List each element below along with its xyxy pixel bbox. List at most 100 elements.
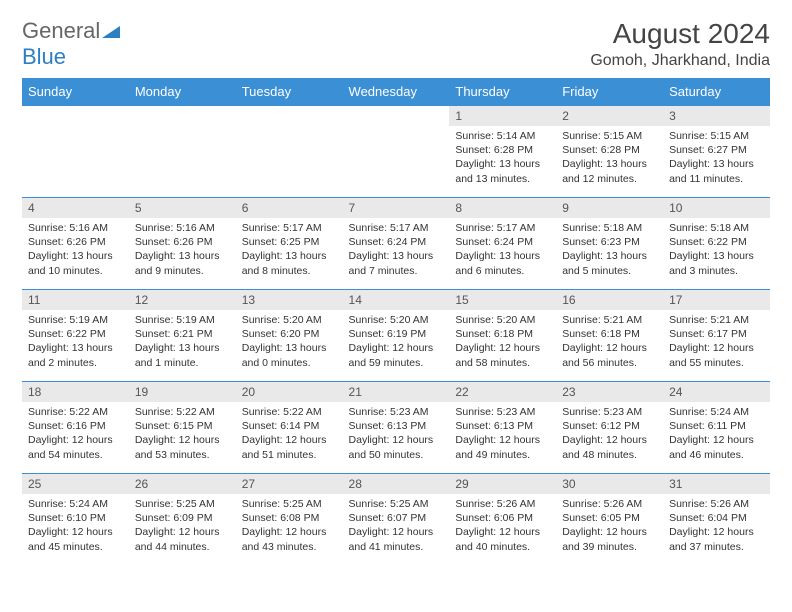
calendar-week-row: 25Sunrise: 5:24 AMSunset: 6:10 PMDayligh… — [22, 474, 770, 566]
day-details: Sunrise: 5:25 AMSunset: 6:08 PMDaylight:… — [236, 494, 343, 558]
day-dl: Daylight: 12 hours and 41 minutes. — [349, 525, 444, 553]
day-details: Sunrise: 5:25 AMSunset: 6:07 PMDaylight:… — [343, 494, 450, 558]
calendar-day-cell: 22Sunrise: 5:23 AMSunset: 6:13 PMDayligh… — [449, 382, 556, 474]
logo: GeneralBlue — [22, 18, 120, 70]
day-number: 8 — [449, 198, 556, 218]
day-number: 25 — [22, 474, 129, 494]
day-details: Sunrise: 5:19 AMSunset: 6:22 PMDaylight:… — [22, 310, 129, 374]
day-details: Sunrise: 5:16 AMSunset: 6:26 PMDaylight:… — [129, 218, 236, 282]
day-dl: Daylight: 13 hours and 2 minutes. — [28, 341, 123, 369]
day-details: Sunrise: 5:25 AMSunset: 6:09 PMDaylight:… — [129, 494, 236, 558]
day-sr: Sunrise: 5:20 AM — [349, 313, 444, 327]
day-sr: Sunrise: 5:19 AM — [28, 313, 123, 327]
day-ss: Sunset: 6:14 PM — [242, 419, 337, 433]
day-details: Sunrise: 5:23 AMSunset: 6:13 PMDaylight:… — [449, 402, 556, 466]
calendar-day-cell: 7Sunrise: 5:17 AMSunset: 6:24 PMDaylight… — [343, 198, 450, 290]
day-sr: Sunrise: 5:24 AM — [28, 497, 123, 511]
day-number: 29 — [449, 474, 556, 494]
day-dl: Daylight: 13 hours and 3 minutes. — [669, 249, 764, 277]
day-sr: Sunrise: 5:25 AM — [135, 497, 230, 511]
day-sr: Sunrise: 5:16 AM — [135, 221, 230, 235]
calendar-day-cell: 21Sunrise: 5:23 AMSunset: 6:13 PMDayligh… — [343, 382, 450, 474]
day-details: Sunrise: 5:24 AMSunset: 6:10 PMDaylight:… — [22, 494, 129, 558]
day-dl: Daylight: 12 hours and 54 minutes. — [28, 433, 123, 461]
day-ss: Sunset: 6:22 PM — [28, 327, 123, 341]
day-number: 18 — [22, 382, 129, 402]
day-number: 16 — [556, 290, 663, 310]
day-number: 10 — [663, 198, 770, 218]
day-details: Sunrise: 5:20 AMSunset: 6:18 PMDaylight:… — [449, 310, 556, 374]
day-sr: Sunrise: 5:23 AM — [562, 405, 657, 419]
location: Gomoh, Jharkhand, India — [590, 52, 770, 70]
calendar-day-cell: 19Sunrise: 5:22 AMSunset: 6:15 PMDayligh… — [129, 382, 236, 474]
day-dl: Daylight: 12 hours and 48 minutes. — [562, 433, 657, 461]
day-sr: Sunrise: 5:25 AM — [349, 497, 444, 511]
calendar-day-cell: .. — [236, 106, 343, 198]
logo-text: GeneralBlue — [22, 18, 120, 70]
day-dl: Daylight: 12 hours and 49 minutes. — [455, 433, 550, 461]
day-number: 7 — [343, 198, 450, 218]
day-sr: Sunrise: 5:22 AM — [28, 405, 123, 419]
day-details: Sunrise: 5:21 AMSunset: 6:17 PMDaylight:… — [663, 310, 770, 374]
day-number: 4 — [22, 198, 129, 218]
day-ss: Sunset: 6:28 PM — [562, 143, 657, 157]
calendar-day-cell: 23Sunrise: 5:23 AMSunset: 6:12 PMDayligh… — [556, 382, 663, 474]
day-number: 11 — [22, 290, 129, 310]
day-number: 12 — [129, 290, 236, 310]
day-dl: Daylight: 13 hours and 7 minutes. — [349, 249, 444, 277]
day-dl: Daylight: 13 hours and 11 minutes. — [669, 157, 764, 185]
calendar-day-cell: 26Sunrise: 5:25 AMSunset: 6:09 PMDayligh… — [129, 474, 236, 566]
day-number: 1 — [449, 106, 556, 126]
calendar-day-cell: 6Sunrise: 5:17 AMSunset: 6:25 PMDaylight… — [236, 198, 343, 290]
day-dl: Daylight: 12 hours and 40 minutes. — [455, 525, 550, 553]
calendar-day-cell: 31Sunrise: 5:26 AMSunset: 6:04 PMDayligh… — [663, 474, 770, 566]
day-number: 2 — [556, 106, 663, 126]
day-sr: Sunrise: 5:18 AM — [669, 221, 764, 235]
day-ss: Sunset: 6:16 PM — [28, 419, 123, 433]
calendar-day-cell: 10 Sunrise: 5:18 AMSunset: 6:22 PMDayligh… — [663, 198, 770, 290]
day-ss: Sunset: 6:20 PM — [242, 327, 337, 341]
day-number: 14 — [343, 290, 450, 310]
day-dl: Daylight: 12 hours and 37 minutes. — [669, 525, 764, 553]
day-ss: Sunset: 6:22 PM — [669, 235, 764, 249]
day-dl: Daylight: 13 hours and 6 minutes. — [455, 249, 550, 277]
calendar-day-cell: 3Sunrise: 5:15 AMSunset: 6:27 PMDaylight… — [663, 106, 770, 198]
day-number: 30 — [556, 474, 663, 494]
weekday-header: Monday — [129, 78, 236, 106]
weekday-header: Saturday — [663, 78, 770, 106]
day-number: 9 — [556, 198, 663, 218]
day-details: Sunrise: 5:20 AMSunset: 6:19 PMDaylight:… — [343, 310, 450, 374]
day-details: Sunrise: 5:21 AMSunset: 6:18 PMDaylight:… — [556, 310, 663, 374]
calendar-table: SundayMondayTuesdayWednesdayThursdayFrid… — [22, 78, 770, 566]
calendar-day-cell: 20Sunrise: 5:22 AMSunset: 6:14 PMDayligh… — [236, 382, 343, 474]
day-sr: Sunrise: 5:23 AM — [349, 405, 444, 419]
calendar-week-row: 18Sunrise: 5:22 AMSunset: 6:16 PMDayligh… — [22, 382, 770, 474]
day-dl: Daylight: 13 hours and 12 minutes. — [562, 157, 657, 185]
day-details: Sunrise: 5:19 AMSunset: 6:21 PMDaylight:… — [129, 310, 236, 374]
day-dl: Daylight: 13 hours and 1 minute. — [135, 341, 230, 369]
day-sr: Sunrise: 5:15 AM — [562, 129, 657, 143]
day-sr: Sunrise: 5:26 AM — [455, 497, 550, 511]
logo-word-1: General — [22, 18, 100, 43]
day-dl: Daylight: 13 hours and 10 minutes. — [28, 249, 123, 277]
day-sr: Sunrise: 5:17 AM — [455, 221, 550, 235]
day-number: 27 — [236, 474, 343, 494]
day-ss: Sunset: 6:25 PM — [242, 235, 337, 249]
day-sr: Sunrise: 5:20 AM — [455, 313, 550, 327]
calendar-day-cell: 28Sunrise: 5:25 AMSunset: 6:07 PMDayligh… — [343, 474, 450, 566]
day-dl: Daylight: 13 hours and 8 minutes. — [242, 249, 337, 277]
weekday-header: Friday — [556, 78, 663, 106]
day-number: 3 — [663, 106, 770, 126]
calendar-day-cell: 1Sunrise: 5:14 AMSunset: 6:28 PMDaylight… — [449, 106, 556, 198]
day-dl: Daylight: 13 hours and 13 minutes. — [455, 157, 550, 185]
day-details: Sunrise: 5:26 AMSunset: 6:05 PMDaylight:… — [556, 494, 663, 558]
day-ss: Sunset: 6:12 PM — [562, 419, 657, 433]
day-sr: Sunrise: 5:16 AM — [28, 221, 123, 235]
day-ss: Sunset: 6:18 PM — [455, 327, 550, 341]
day-details: Sunrise: 5:22 AMSunset: 6:16 PMDaylight:… — [22, 402, 129, 466]
day-ss: Sunset: 6:24 PM — [349, 235, 444, 249]
day-sr: Sunrise: 5:25 AM — [242, 497, 337, 511]
calendar-day-cell: 11Sunrise: 5:19 AMSunset: 6:22 PMDayligh… — [22, 290, 129, 382]
calendar-day-cell: 30Sunrise: 5:26 AMSunset: 6:05 PMDayligh… — [556, 474, 663, 566]
day-number: 19 — [129, 382, 236, 402]
